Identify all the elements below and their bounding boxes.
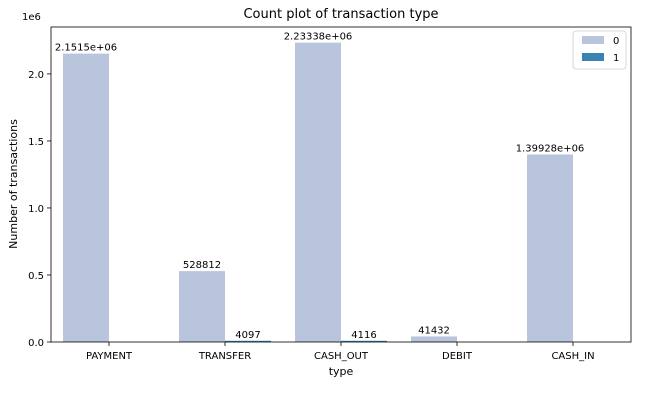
legend-swatch-0 [582,36,604,44]
bar-value-labels: 2.1515e+06 528812 2.23338e+06 41432 1.39928e… [55,32,584,341]
legend-label-1: 1 [613,53,619,64]
y-tick-label: 0.5 [28,271,44,282]
chart-title: Count plot of transaction type [243,7,438,22]
bar-0-cash-out [295,42,341,343]
bar-1-transfer [225,340,271,342]
bar-series [63,42,573,343]
bar-value-label: 528812 [183,260,221,271]
legend-swatch-1 [582,53,604,61]
x-tick-label: TRANSFER [198,351,251,362]
y-tick-label: 1.0 [28,204,44,215]
bar-0-payment [63,53,109,342]
bar-value-label: 2.23338e+06 [284,32,353,43]
y-tick-label: 2.0 [28,70,44,81]
x-axis-ticks: PAYMENT TRANSFER CASH_OUT DEBIT CASH_IN [86,342,595,362]
bar-0-cash-in [527,154,573,342]
legend: 0 1 [572,30,627,70]
y-tick-label: 1.5 [28,137,44,148]
bar-value-label: 4116 [351,330,376,341]
bar-value-label: 41432 [418,325,450,336]
bar-value-label: 4097 [235,330,260,341]
bar-value-label: 2.1515e+06 [55,43,117,54]
legend-label-0: 0 [613,36,619,47]
x-tick-label: CASH_IN [551,351,594,362]
x-tick-label: PAYMENT [86,351,133,362]
x-axis-label: type [329,365,354,378]
bar-value-label: 1.39928e+06 [516,143,585,154]
x-tick-label: CASH_OUT [314,351,369,362]
y-axis-ticks: 0.0 0.5 1.0 1.5 2.0 [28,70,51,349]
bar-1-cash-out [341,340,387,342]
y-axis-label: Number of transactions [7,119,20,249]
y-tick-label: 0.0 [28,338,44,349]
bar-0-transfer [179,271,225,342]
y-offset-label: 1e6 [22,12,41,23]
plot-frame [50,26,632,343]
bar-0-debit [411,336,457,342]
x-tick-label: DEBIT [442,351,473,362]
